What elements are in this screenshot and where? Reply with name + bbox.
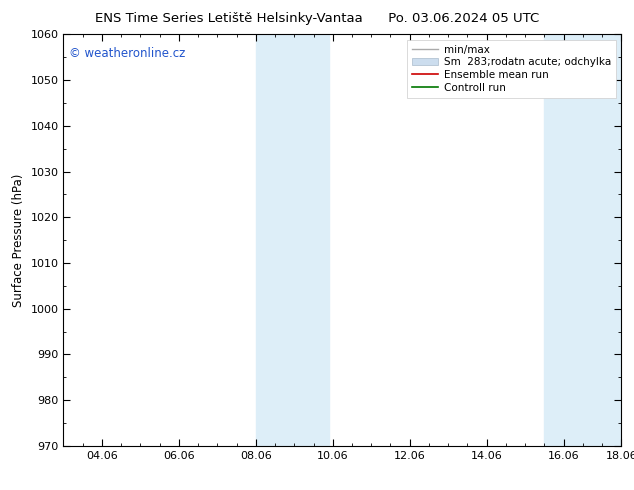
Text: © weatheronline.cz: © weatheronline.cz — [69, 47, 185, 60]
Bar — [545, 34, 621, 446]
Bar — [256, 34, 329, 446]
Y-axis label: Surface Pressure (hPa): Surface Pressure (hPa) — [12, 173, 25, 307]
Text: ENS Time Series Letiště Helsinky-Vantaa      Po. 03.06.2024 05 UTC: ENS Time Series Letiště Helsinky-Vantaa … — [95, 12, 539, 25]
Legend: min/max, Sm  283;rodatn acute; odchylka, Ensemble mean run, Controll run: min/max, Sm 283;rodatn acute; odchylka, … — [407, 40, 616, 98]
